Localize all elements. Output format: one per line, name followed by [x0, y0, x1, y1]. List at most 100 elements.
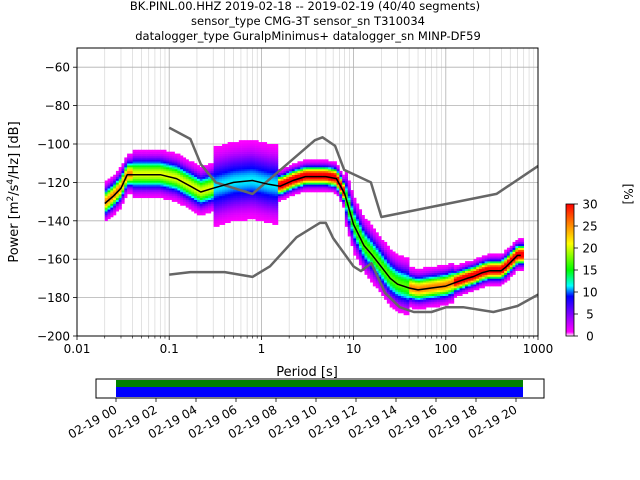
pdf-cell — [465, 282, 469, 285]
y-tick-label: −120 — [37, 176, 70, 190]
pdf-cell — [160, 165, 164, 168]
pdf-cell — [258, 168, 262, 172]
pdf-cell — [481, 284, 485, 287]
pdf-cell — [135, 168, 139, 172]
pdf-cell — [434, 289, 438, 293]
pdf-cell — [115, 176, 120, 179]
pdf-cell — [247, 199, 251, 202]
pdf-cell — [481, 257, 485, 260]
pdf-cell — [233, 142, 237, 145]
pdf-cell — [518, 259, 522, 262]
pdf-cell — [194, 163, 198, 166]
pdf-cell — [473, 266, 477, 270]
pdf-cell — [233, 209, 237, 212]
pdf-cell — [272, 163, 276, 166]
pdf-cell — [219, 155, 223, 158]
pdf-cell — [171, 178, 175, 181]
pdf-cell — [428, 293, 432, 296]
pdf-cell — [448, 291, 452, 295]
pdf-cell — [113, 201, 117, 204]
pdf-cell — [386, 259, 390, 262]
pdf-cell — [143, 195, 147, 199]
pdf-cell — [219, 147, 223, 151]
pdf-cell — [255, 203, 259, 206]
pdf-cell — [249, 165, 254, 168]
pdf-cell — [403, 264, 407, 268]
pdf-cell — [174, 182, 178, 185]
pdf-cell — [269, 180, 273, 183]
pdf-cell — [238, 197, 242, 200]
pdf-cell — [420, 289, 424, 293]
pdf-cell — [392, 278, 396, 281]
colorbar-tick-label: 15 — [582, 264, 597, 278]
pdf-cell — [202, 203, 206, 206]
pdf-cell — [252, 195, 256, 199]
pdf-cell — [291, 192, 295, 195]
pdf-cell — [261, 142, 265, 145]
pdf-cell — [311, 176, 315, 179]
pdf-cell — [222, 211, 226, 214]
pdf-cell — [398, 282, 402, 285]
pdf-cell — [238, 186, 242, 189]
pdf-cell — [322, 159, 326, 162]
pdf-cell — [451, 299, 455, 302]
pdf-cell — [358, 259, 363, 262]
pdf-cell — [467, 263, 471, 266]
pdf-cell — [166, 168, 170, 172]
pdf-cell — [300, 190, 304, 193]
pdf-cell — [127, 190, 131, 193]
pdf-cell — [470, 263, 474, 266]
pdf-cell — [448, 297, 452, 300]
pdf-cell — [453, 282, 457, 285]
pdf-cell — [342, 197, 346, 200]
pdf-cell — [411, 301, 416, 304]
pdf-cell — [171, 159, 175, 162]
pdf-cell — [286, 195, 290, 199]
pdf-cell — [434, 305, 438, 308]
pdf-cell — [263, 170, 268, 174]
pdf-cell — [386, 286, 390, 289]
pdf-cell — [171, 186, 175, 189]
pdf-cell — [146, 168, 150, 172]
pdf-cell — [314, 180, 318, 183]
pdf-cell — [501, 266, 505, 270]
pdf-cell — [325, 184, 329, 187]
pdf-cell — [465, 276, 469, 279]
pdf-cell — [247, 163, 251, 166]
pdf-cell — [420, 297, 424, 300]
pdf-cell — [420, 270, 424, 273]
pdf-cell — [227, 172, 231, 176]
pdf-cell — [325, 163, 329, 166]
pdf-cell — [163, 149, 167, 152]
pdf-cell — [372, 241, 376, 245]
pdf-cell — [138, 161, 142, 164]
pdf-cell — [188, 163, 192, 166]
pdf-cell — [381, 240, 385, 243]
pdf-cell — [479, 282, 483, 285]
pdf-cell — [247, 147, 251, 151]
pdf-cell — [194, 168, 198, 172]
pdf-cell — [364, 241, 368, 245]
pdf-cell — [356, 253, 360, 256]
pdf-cell — [258, 213, 262, 216]
pdf-cell — [437, 293, 441, 296]
pdf-cell — [113, 205, 117, 208]
pdf-cell — [353, 205, 357, 208]
pdf-cell — [146, 155, 150, 158]
pdf-cell — [420, 278, 424, 281]
pdf-cell — [104, 199, 108, 202]
pdf-cell — [411, 289, 416, 293]
pdf-cell — [300, 184, 304, 187]
pdf-cell — [194, 167, 198, 170]
pdf-cell — [280, 192, 284, 195]
pdf-cell — [188, 201, 192, 204]
pdf-cell — [350, 228, 354, 231]
pdf-cell — [168, 159, 173, 162]
pdf-cell — [261, 147, 265, 151]
pdf-cell — [227, 216, 231, 220]
pdf-cell — [238, 155, 242, 158]
pdf-cell — [389, 282, 393, 285]
pdf-cell — [358, 253, 363, 256]
pdf-cell — [442, 276, 446, 279]
pdf-cell — [392, 307, 396, 310]
